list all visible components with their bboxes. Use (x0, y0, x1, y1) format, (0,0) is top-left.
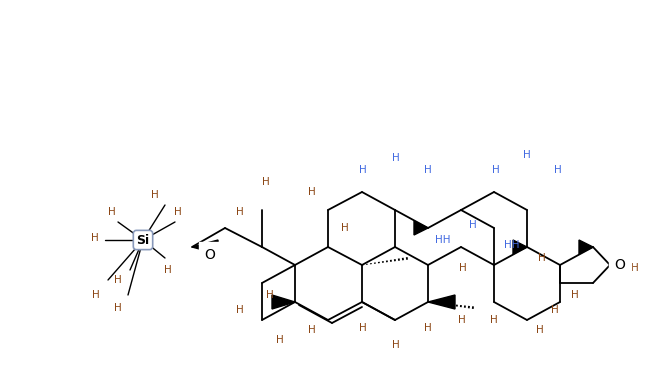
Polygon shape (579, 240, 593, 254)
Polygon shape (414, 221, 428, 235)
Text: H: H (236, 305, 244, 315)
Text: H: H (469, 220, 477, 230)
Text: H: H (308, 325, 316, 335)
Text: H: H (359, 323, 367, 333)
Text: H: H (523, 150, 531, 160)
Text: H: H (308, 187, 316, 197)
Text: H: H (554, 165, 562, 175)
Polygon shape (272, 295, 295, 309)
Text: H: H (174, 207, 182, 217)
Text: H: H (392, 340, 400, 350)
Text: H: H (571, 290, 579, 300)
Text: Si: Si (136, 234, 149, 246)
Text: HH: HH (504, 240, 520, 250)
Polygon shape (428, 295, 455, 309)
Text: H: H (359, 165, 367, 175)
Text: H: H (424, 323, 432, 333)
Polygon shape (192, 240, 218, 254)
Text: H: H (538, 253, 546, 263)
Text: HH: HH (435, 235, 451, 245)
Text: H: H (424, 165, 432, 175)
Text: H: H (392, 153, 400, 163)
Text: O: O (615, 258, 626, 272)
Text: H: H (262, 177, 270, 187)
Text: H: H (492, 165, 500, 175)
Text: H: H (236, 207, 244, 217)
Text: H: H (114, 275, 122, 285)
Text: H: H (276, 335, 284, 345)
Polygon shape (513, 240, 527, 254)
Text: H: H (108, 207, 116, 217)
Text: H: H (458, 315, 466, 325)
Text: H: H (266, 290, 274, 300)
Text: H: H (631, 263, 639, 273)
Text: H: H (114, 303, 122, 313)
Text: H: H (551, 305, 559, 315)
Text: H: H (164, 265, 172, 275)
Text: H: H (459, 263, 467, 273)
Text: H: H (490, 315, 498, 325)
Text: H: H (92, 290, 100, 300)
Text: H: H (341, 223, 349, 233)
Text: H: H (536, 325, 544, 335)
Text: H: H (151, 190, 159, 200)
Text: H: H (91, 233, 99, 243)
Text: O: O (205, 248, 215, 262)
